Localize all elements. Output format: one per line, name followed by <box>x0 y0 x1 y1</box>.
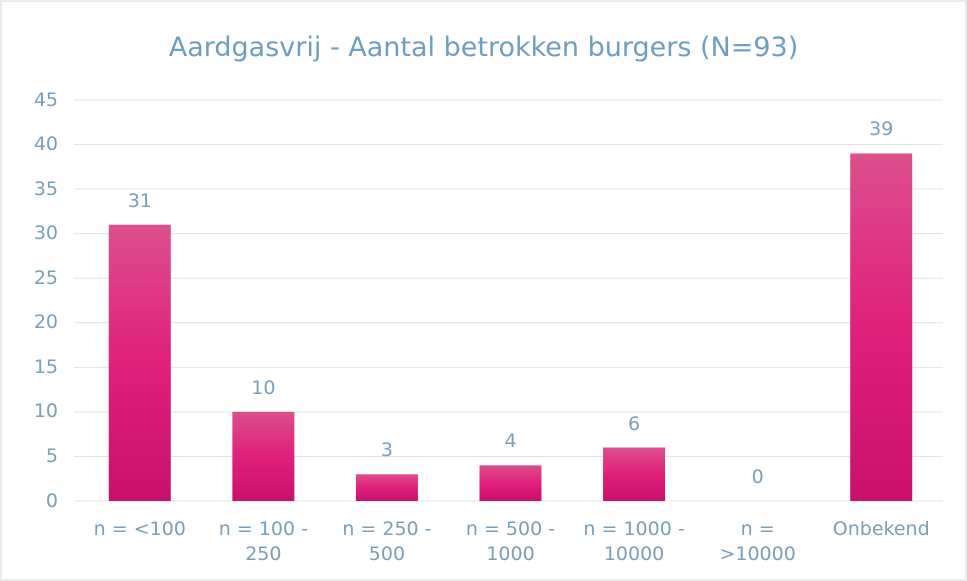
x-tick-label: n = 1000 - 10000 <box>583 518 685 565</box>
data-label: 6 <box>628 412 641 435</box>
x-tick-label: n = <100 <box>93 518 186 540</box>
bar <box>603 447 666 501</box>
y-tick-label: 25 <box>33 266 58 289</box>
chart-title: Aardgasvrij - Aantal betrokken burgers (… <box>168 32 799 63</box>
data-label: 0 <box>751 466 764 488</box>
x-tick-label: Onbekend <box>832 518 930 540</box>
y-tick-label: 10 <box>33 400 58 423</box>
y-tick-label: 45 <box>33 88 58 111</box>
data-label: 10 <box>251 376 276 399</box>
data-label: 31 <box>127 189 152 212</box>
y-tick-label: 0 <box>45 489 58 512</box>
x-tick-label: n = 100 - 250 <box>218 518 308 565</box>
y-tick-label: 30 <box>33 222 58 245</box>
x-tick-label: n = 500 - 1000 <box>465 518 556 565</box>
x-tick-label: n = >10000 <box>719 518 796 565</box>
bar <box>850 153 913 501</box>
data-label: 39 <box>869 118 894 141</box>
bar <box>108 224 171 501</box>
y-tick-label: 40 <box>33 133 58 156</box>
x-tick-label: n = 250 - 500 <box>342 518 432 565</box>
y-tick-label: 20 <box>33 311 58 334</box>
bar <box>479 465 542 501</box>
y-tick-label: 35 <box>33 177 58 200</box>
data-label: 3 <box>380 439 393 462</box>
y-tick-label: 15 <box>33 355 58 378</box>
bar <box>232 411 295 501</box>
bar <box>355 474 418 501</box>
data-label: 4 <box>504 430 517 453</box>
y-tick-label: 5 <box>45 444 58 467</box>
